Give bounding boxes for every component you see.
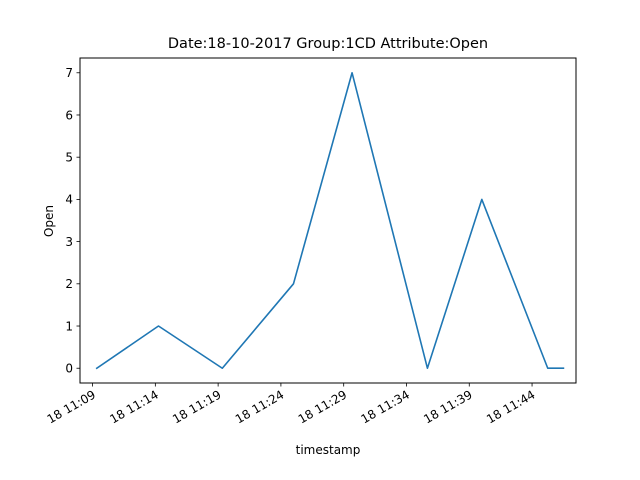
- y-tick-label: 5: [65, 150, 73, 164]
- y-tick-label: 3: [65, 235, 73, 249]
- chart-title: Date:18-10-2017 Group:1CD Attribute:Open: [168, 36, 488, 52]
- x-tick-label: 18 11:44: [484, 387, 537, 426]
- x-tick-label: 18 11:19: [170, 387, 223, 426]
- x-tick-label: 18 11:39: [421, 387, 474, 426]
- y-tick-label: 7: [65, 66, 73, 80]
- y-axis-ticks: 0 1 2 3 4 5 6 7: [65, 66, 80, 376]
- y-tick-label: 4: [65, 193, 73, 207]
- y-tick-label: 2: [65, 277, 73, 291]
- plot-frame: [79, 57, 577, 384]
- y-tick-label: 0: [65, 362, 73, 376]
- series-line: [95, 71, 565, 370]
- x-tick-label: 18 11:34: [358, 387, 411, 426]
- y-tick-label: 6: [65, 108, 73, 122]
- x-axis-label: timestamp: [296, 443, 361, 457]
- y-axis-label: Open: [42, 205, 56, 237]
- x-tick-label: 18 11:24: [233, 387, 286, 426]
- x-axis-ticks: 18 11:09 18 11:14 18 11:19 18 11:24 18 11:29…: [45, 383, 538, 426]
- x-tick-label: 18 11:29: [296, 387, 349, 426]
- plot-background: [80, 58, 576, 383]
- y-tick-label: 1: [65, 319, 73, 333]
- series-layer: [95, 71, 565, 370]
- x-tick-label: 18 11:14: [107, 387, 160, 426]
- x-tick-label: 18 11:09: [45, 387, 98, 426]
